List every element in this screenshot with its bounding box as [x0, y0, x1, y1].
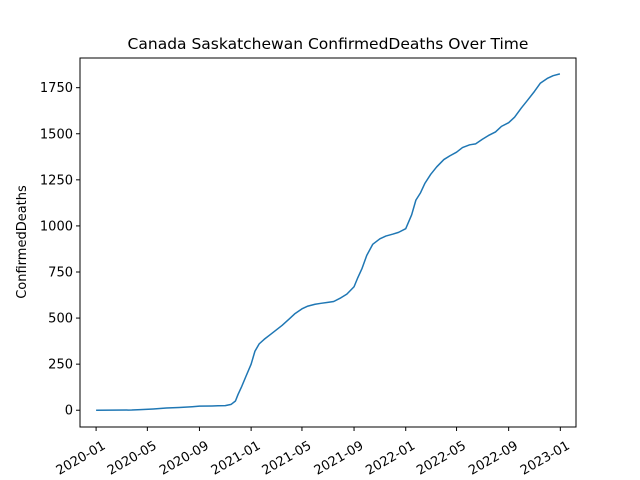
y-tick-label: 1000 [40, 219, 73, 234]
y-tick-label: 750 [48, 265, 73, 280]
y-tick-label: 500 [48, 312, 73, 327]
y-tick-label: 1250 [40, 173, 73, 188]
y-axis-label: ConfirmedDeaths [15, 185, 30, 299]
y-tick-label: 250 [48, 358, 73, 373]
y-tick-label: 0 [65, 404, 73, 419]
y-tick-label: 1500 [40, 127, 73, 142]
series-line-0 [96, 73, 561, 411]
plot-frame [79, 57, 577, 428]
plot-marks [96, 73, 561, 411]
y-tick-label: 1750 [40, 81, 73, 96]
chart-title: Canada Saskatchewan ConfirmedDeaths Over… [128, 35, 529, 53]
